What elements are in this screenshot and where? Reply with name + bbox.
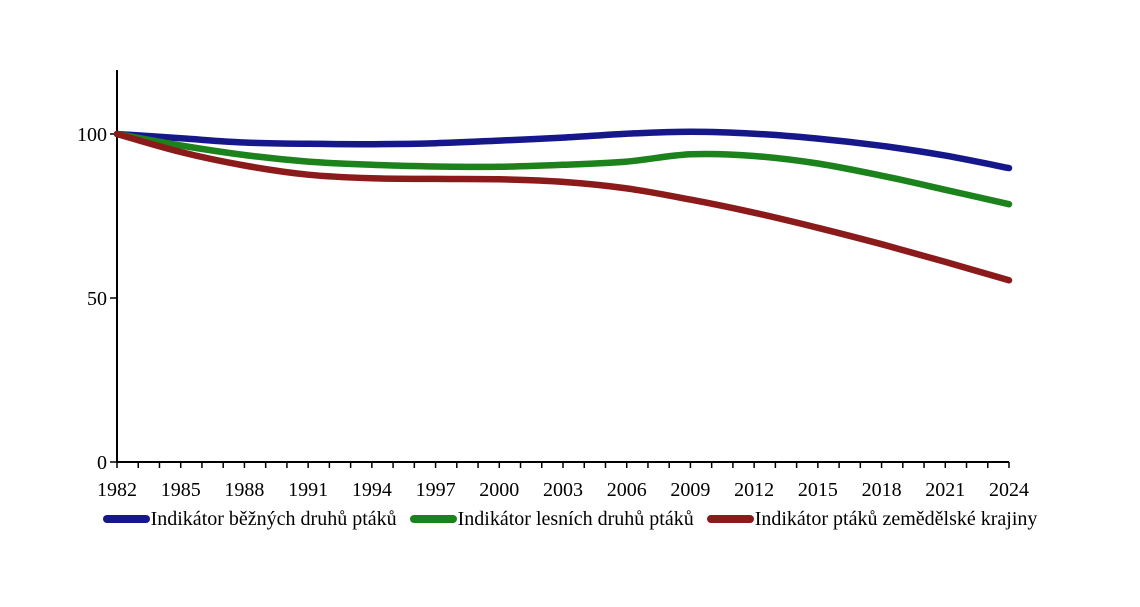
x-tick-label: 2003 <box>543 479 583 501</box>
legend-item-forest-birds: Indikátor lesních druhů ptáků <box>409 506 694 532</box>
x-tick-label: 1997 <box>416 479 456 501</box>
x-tick-label: 1988 <box>224 479 264 501</box>
x-tick-label: 1994 <box>352 479 392 501</box>
legend-item-farmland-birds: Indikátor ptáků zemědělské krajiny <box>706 506 1038 532</box>
legend-swatch-common-birds-icon <box>102 515 150 523</box>
x-tick-label: 2015 <box>798 479 838 501</box>
series-line-2 <box>113 130 1013 284</box>
y-tick-label: 100 <box>77 124 107 146</box>
x-tick-label: 2006 <box>607 479 647 501</box>
x-tick-label: 2024 <box>989 479 1029 501</box>
y-tick-label: 0 <box>97 452 107 474</box>
x-tick-label: 1991 <box>288 479 328 501</box>
series-line-0 <box>113 128 1013 172</box>
series-line-1 <box>113 130 1013 208</box>
x-tick-label: 2018 <box>862 479 902 501</box>
legend-label-forest-birds: Indikátor lesních druhů ptáků <box>457 508 694 530</box>
legend-item-common-birds: Indikátor běžných druhů ptáků <box>102 506 397 532</box>
y-tick-label: 50 <box>87 288 107 310</box>
x-tick-label: 1982 <box>97 479 137 501</box>
x-tick-label: 2021 <box>925 479 965 501</box>
x-tick-label: 2012 <box>734 479 774 501</box>
x-tick-label: 1985 <box>161 479 201 501</box>
legend-swatch-forest-birds-icon <box>409 515 457 523</box>
x-tick-label: 2009 <box>670 479 710 501</box>
legend-label-common-birds: Indikátor běžných druhů ptáků <box>150 508 397 530</box>
x-tick-label: 2000 <box>479 479 519 501</box>
chart-legend: Indikátor běžných druhů ptáků Indikátor … <box>0 506 1140 532</box>
legend-swatch-farmland-birds-icon <box>706 515 754 523</box>
legend-label-farmland-birds: Indikátor ptáků zemědělské krajiny <box>754 508 1038 530</box>
